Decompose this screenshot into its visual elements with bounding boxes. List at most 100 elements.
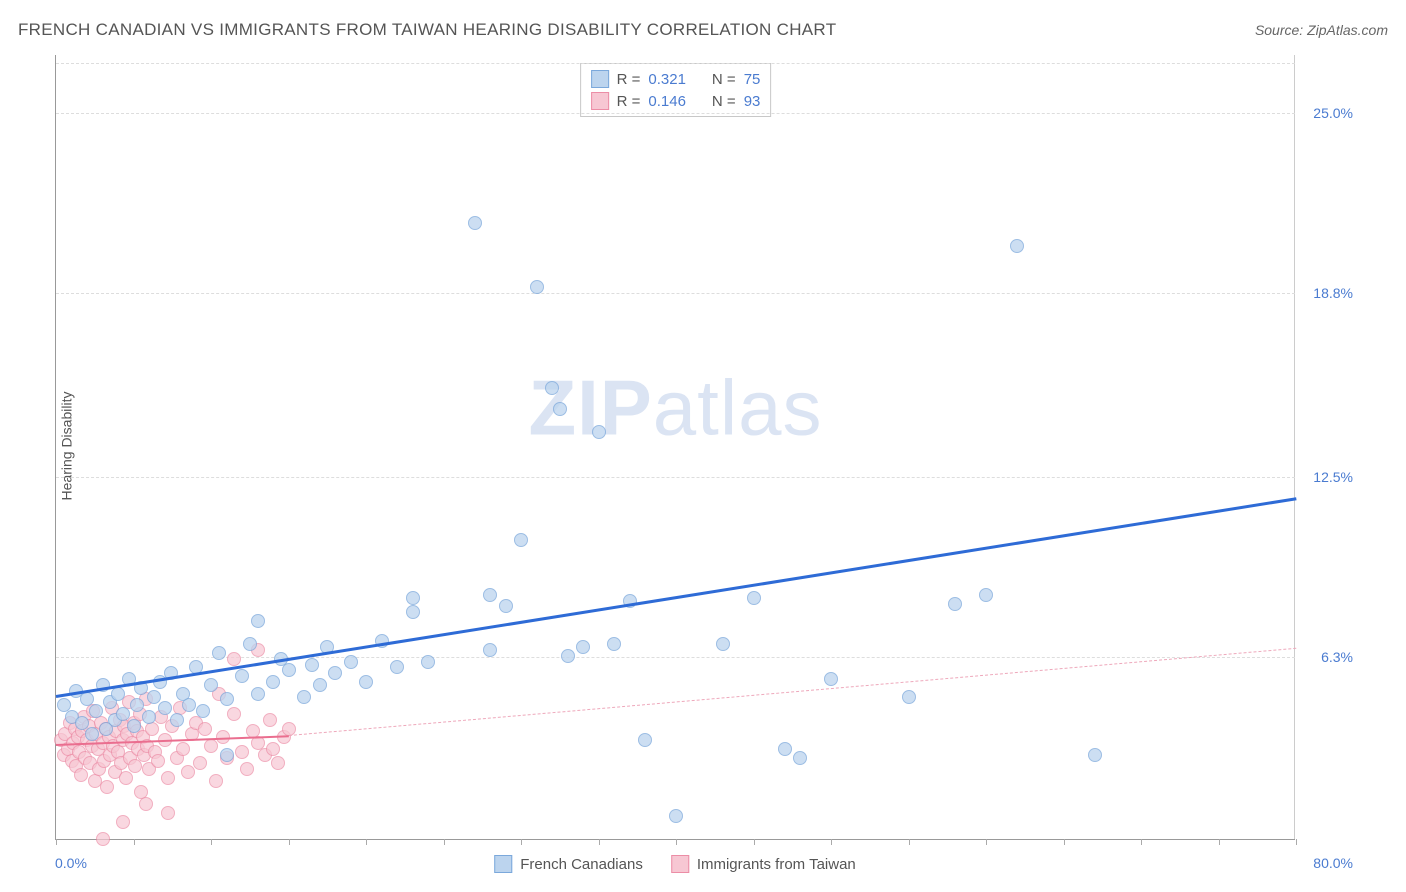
- scatter-point: [85, 727, 99, 741]
- legend-swatch: [591, 70, 609, 88]
- scatter-point: [128, 759, 142, 773]
- x-tick: [289, 839, 290, 845]
- watermark: ZIPatlas: [528, 362, 822, 453]
- scatter-point: [204, 678, 218, 692]
- x-tick: [909, 839, 910, 845]
- trend-line: [288, 648, 1296, 736]
- plot-right-border: [1294, 55, 1295, 839]
- scatter-point: [127, 719, 141, 733]
- scatter-point: [328, 666, 342, 680]
- scatter-point: [305, 658, 319, 672]
- scatter-point: [204, 739, 218, 753]
- gridline: [56, 293, 1295, 294]
- legend-series-label: Immigrants from Taiwan: [697, 856, 856, 873]
- scatter-point: [96, 832, 110, 846]
- scatter-point: [271, 756, 285, 770]
- x-tick: [754, 839, 755, 845]
- scatter-point: [561, 649, 575, 663]
- x-tick: [366, 839, 367, 845]
- x-axis-max-label: 80.0%: [1313, 855, 1353, 871]
- scatter-point: [483, 588, 497, 602]
- scatter-point: [235, 669, 249, 683]
- scatter-point: [251, 687, 265, 701]
- legend-swatch: [591, 92, 609, 110]
- legend-n-value: 75: [744, 71, 761, 88]
- scatter-point: [251, 614, 265, 628]
- scatter-point: [514, 533, 528, 547]
- scatter-point: [669, 809, 683, 823]
- scatter-point: [716, 637, 730, 651]
- x-tick: [676, 839, 677, 845]
- scatter-point: [227, 707, 241, 721]
- legend-series-item: Immigrants from Taiwan: [671, 855, 856, 873]
- scatter-point: [176, 742, 190, 756]
- scatter-point: [147, 690, 161, 704]
- scatter-point: [483, 643, 497, 657]
- chart-source: Source: ZipAtlas.com: [1255, 22, 1388, 38]
- scatter-point: [778, 742, 792, 756]
- trend-line: [56, 497, 1296, 698]
- scatter-point: [824, 672, 838, 686]
- x-tick: [1064, 839, 1065, 845]
- gridline: [56, 113, 1295, 114]
- x-tick: [1219, 839, 1220, 845]
- scatter-point: [282, 722, 296, 736]
- y-tick-label: 25.0%: [1313, 105, 1353, 121]
- scatter-point: [181, 765, 195, 779]
- x-tick: [1141, 839, 1142, 845]
- scatter-point: [212, 646, 226, 660]
- y-tick-label: 12.5%: [1313, 469, 1353, 485]
- legend-n-label: N =: [712, 93, 736, 110]
- scatter-point: [182, 698, 196, 712]
- scatter-point: [74, 768, 88, 782]
- scatter-point: [468, 216, 482, 230]
- legend-correlation-row: R =0.146N =93: [591, 90, 761, 112]
- scatter-point: [100, 780, 114, 794]
- scatter-point: [196, 704, 210, 718]
- x-tick: [599, 839, 600, 845]
- scatter-point: [130, 698, 144, 712]
- chart-title: FRENCH CANADIAN VS IMMIGRANTS FROM TAIWA…: [18, 20, 836, 40]
- scatter-point: [240, 762, 254, 776]
- legend-n-label: N =: [712, 71, 736, 88]
- legend-series-label: French Canadians: [520, 856, 643, 873]
- x-tick: [444, 839, 445, 845]
- legend-swatch: [494, 855, 512, 873]
- legend-series: French Canadians Immigrants from Taiwan: [494, 855, 856, 873]
- scatter-point: [979, 588, 993, 602]
- scatter-point: [359, 675, 373, 689]
- scatter-point: [390, 660, 404, 674]
- scatter-point: [198, 722, 212, 736]
- scatter-point: [235, 745, 249, 759]
- x-tick: [134, 839, 135, 845]
- scatter-point: [313, 678, 327, 692]
- scatter-point: [209, 774, 223, 788]
- legend-series-item: French Canadians: [494, 855, 643, 873]
- scatter-point: [406, 591, 420, 605]
- scatter-point: [170, 713, 184, 727]
- scatter-point: [158, 701, 172, 715]
- scatter-point: [576, 640, 590, 654]
- scatter-point: [1010, 239, 1024, 253]
- scatter-point: [530, 280, 544, 294]
- scatter-point: [747, 591, 761, 605]
- scatter-point: [406, 605, 420, 619]
- scatter-point: [545, 381, 559, 395]
- y-tick-label: 6.3%: [1321, 649, 1353, 665]
- scatter-point: [902, 690, 916, 704]
- x-tick: [831, 839, 832, 845]
- scatter-point: [344, 655, 358, 669]
- scatter-point: [266, 742, 280, 756]
- scatter-point: [220, 692, 234, 706]
- scatter-point: [220, 748, 234, 762]
- scatter-point: [142, 710, 156, 724]
- scatter-point: [793, 751, 807, 765]
- scatter-point: [421, 655, 435, 669]
- chart-header: FRENCH CANADIAN VS IMMIGRANTS FROM TAIWA…: [18, 20, 1388, 40]
- scatter-point: [297, 690, 311, 704]
- scatter-point: [499, 599, 513, 613]
- scatter-point: [139, 797, 153, 811]
- y-tick-label: 18.8%: [1313, 285, 1353, 301]
- x-axis-min-label: 0.0%: [55, 855, 87, 871]
- scatter-point: [948, 597, 962, 611]
